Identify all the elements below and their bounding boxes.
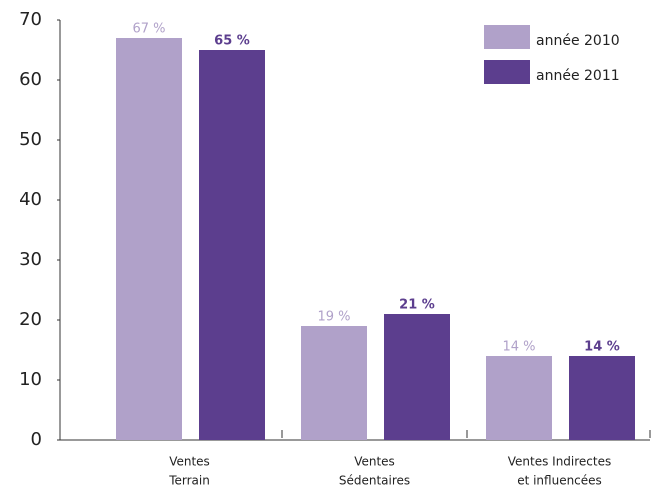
- bar: [486, 356, 552, 440]
- x-tick-label: Ventes Indirectes: [508, 455, 612, 469]
- x-tick-label: Ventes: [169, 455, 210, 469]
- value-label: 21 %: [399, 298, 435, 313]
- bar: [199, 50, 265, 440]
- value-label: 65 %: [214, 34, 250, 49]
- y-tick-label: 50: [19, 129, 42, 150]
- bar: [384, 314, 450, 440]
- value-label: 14 %: [502, 340, 535, 355]
- y-tick-label: 60: [19, 69, 42, 90]
- legend-swatch: [484, 25, 530, 49]
- x-tick-label: et influencées: [517, 474, 602, 488]
- x-tick-label: Terrain: [168, 474, 210, 488]
- bar: [569, 356, 635, 440]
- value-label: 67 %: [132, 22, 165, 37]
- legend-swatch: [484, 60, 530, 84]
- y-tick-label: 70: [19, 9, 42, 30]
- bar: [301, 326, 367, 440]
- legend-label: année 2010: [536, 33, 620, 49]
- y-tick-label: 20: [19, 309, 42, 330]
- value-label: 14 %: [584, 340, 620, 355]
- y-tick-label: 30: [19, 249, 42, 270]
- x-tick-label: Sédentaires: [339, 474, 410, 488]
- y-tick-label: 0: [31, 429, 42, 450]
- y-tick-label: 10: [19, 369, 42, 390]
- legend-label: année 2011: [536, 68, 620, 84]
- x-tick-label: Ventes: [354, 455, 395, 469]
- bar: [116, 38, 182, 440]
- y-tick-label: 40: [19, 189, 42, 210]
- value-label: 19 %: [317, 310, 350, 325]
